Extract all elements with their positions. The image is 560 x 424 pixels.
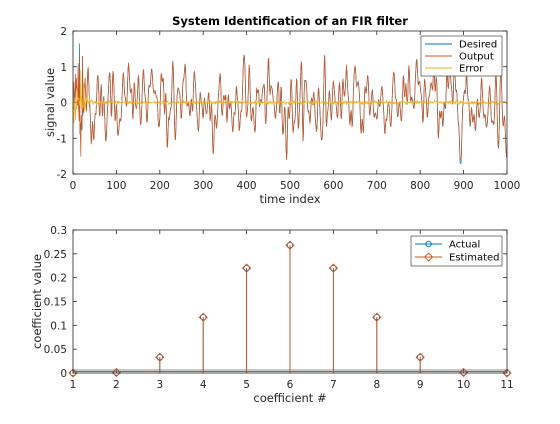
- series-error-line: [72, 70, 507, 124]
- top-x-tick-label: 600: [323, 180, 343, 192]
- legend-desired-label: Desired: [459, 40, 497, 51]
- bottom-x-tick-label: 1: [70, 379, 77, 391]
- top-x-tick-label: 700: [367, 180, 387, 192]
- legend-error-label: Error: [459, 64, 484, 75]
- bottom-axes: 1 2 3 4 5 6 7 8 9 10 11 0 0.05 0.1 0.15 0.2 0.25 0.3 coe…: [30, 225, 514, 405]
- top-x-tick-label: 400: [237, 180, 257, 192]
- top-x-tick-label: 0: [70, 180, 77, 192]
- stem-actual-marker: [373, 313, 381, 321]
- stem-estimated-marker: [415, 352, 425, 362]
- top-x-label: time index: [259, 192, 320, 206]
- bottom-x-label: coefficient #: [253, 391, 326, 405]
- top-y-label: signal value: [43, 68, 57, 137]
- stem-actual-marker: [243, 264, 250, 272]
- bottom-x-tick-label: 9: [417, 379, 424, 391]
- top-x-tick-label: 300: [193, 180, 213, 192]
- bottom-y-tick-label: 0.1: [50, 320, 67, 332]
- bottom-x-tick-label: 8: [373, 379, 380, 391]
- stem-estimated-marker: [68, 368, 78, 378]
- stem-actual-marker: [416, 354, 424, 361]
- top-axes-box: [72, 30, 508, 175]
- bottom-x-tick-label: 7: [330, 379, 337, 391]
- legend-output-label: Output: [459, 52, 494, 63]
- legend-actual-marker: [425, 240, 432, 248]
- bottom-y-tick-label: 0.15: [44, 297, 67, 309]
- stem-actual-marker: [286, 242, 294, 249]
- bottom-x-tick-label: 6: [287, 379, 294, 391]
- stem-actual-marker: [113, 369, 120, 376]
- bottom-y-tick-label: 0.2: [50, 273, 67, 285]
- legend-estimated-marker: [423, 252, 434, 262]
- stem-estimated-marker: [242, 263, 252, 273]
- top-x-tick-label: 100: [106, 180, 126, 192]
- stem-estimated-marker: [459, 367, 469, 378]
- top-x-tick-label: 500: [280, 180, 300, 192]
- bottom-y-tick-label: 0.25: [44, 249, 67, 261]
- bottom-stems: [68, 240, 512, 378]
- stem-estimated-marker: [502, 368, 512, 378]
- top-legend: Desired Output Error: [420, 35, 503, 77]
- top-y-tick-label: 2: [60, 26, 67, 38]
- top-y-tick-label: 0: [60, 98, 67, 110]
- bottom-y-label: coefficient value: [30, 254, 44, 349]
- bottom-legend-box: [410, 235, 503, 267]
- top-y-tick-label: 1: [60, 62, 67, 74]
- stem-actual-marker: [460, 369, 467, 376]
- stem-estimated-marker: [111, 367, 121, 378]
- top-x-tick-label: 900: [454, 180, 474, 192]
- stem-actual-marker: [199, 313, 207, 321]
- top-y-tick-label: -1: [57, 133, 67, 145]
- stem-estimated-marker: [328, 263, 338, 273]
- legend-estimated-label: Estimated: [449, 253, 500, 264]
- bottom-x-ticks: 1 2 3 4 5 6 7 8 9 10 11: [70, 230, 514, 391]
- bottom-y-tick-label: 0.05: [44, 344, 67, 356]
- top-x-tick-label: 1000: [494, 180, 521, 192]
- bottom-x-tick-label: 3: [156, 379, 163, 391]
- bottom-x-tick-label: 11: [500, 379, 513, 391]
- bottom-y-tick-label: 0: [60, 368, 67, 380]
- bottom-x-tick-label: 10: [457, 379, 470, 391]
- stem-estimated-marker: [372, 312, 382, 322]
- top-title: System Identification of an FIR filter: [172, 14, 408, 28]
- top-x-tick-label: 800: [410, 180, 430, 192]
- stem-actual-marker: [156, 354, 164, 361]
- bottom-x-tick-label: 4: [200, 379, 207, 391]
- bottom-legend: Actual Estimated: [410, 235, 503, 267]
- top-y-tick-label: -2: [57, 169, 67, 181]
- bottom-x-tick-label: 2: [113, 379, 120, 391]
- bottom-y-tick-label: 0.3: [50, 225, 67, 237]
- stem-estimated-marker: [155, 352, 165, 362]
- stem-actual-marker: [330, 264, 337, 272]
- top-x-tick-label: 200: [150, 180, 170, 192]
- stem-estimated-marker: [285, 240, 295, 250]
- top-x-ticks: 0 100 200 300 400 500 600 700 800 900 1000: [70, 31, 521, 192]
- stem-estimated-marker: [198, 312, 208, 322]
- top-axes: System Identification of an FIR filter 0…: [43, 14, 520, 206]
- bottom-axes-box: [72, 229, 508, 374]
- legend-actual-label: Actual: [449, 240, 480, 251]
- bottom-x-tick-label: 5: [243, 379, 250, 391]
